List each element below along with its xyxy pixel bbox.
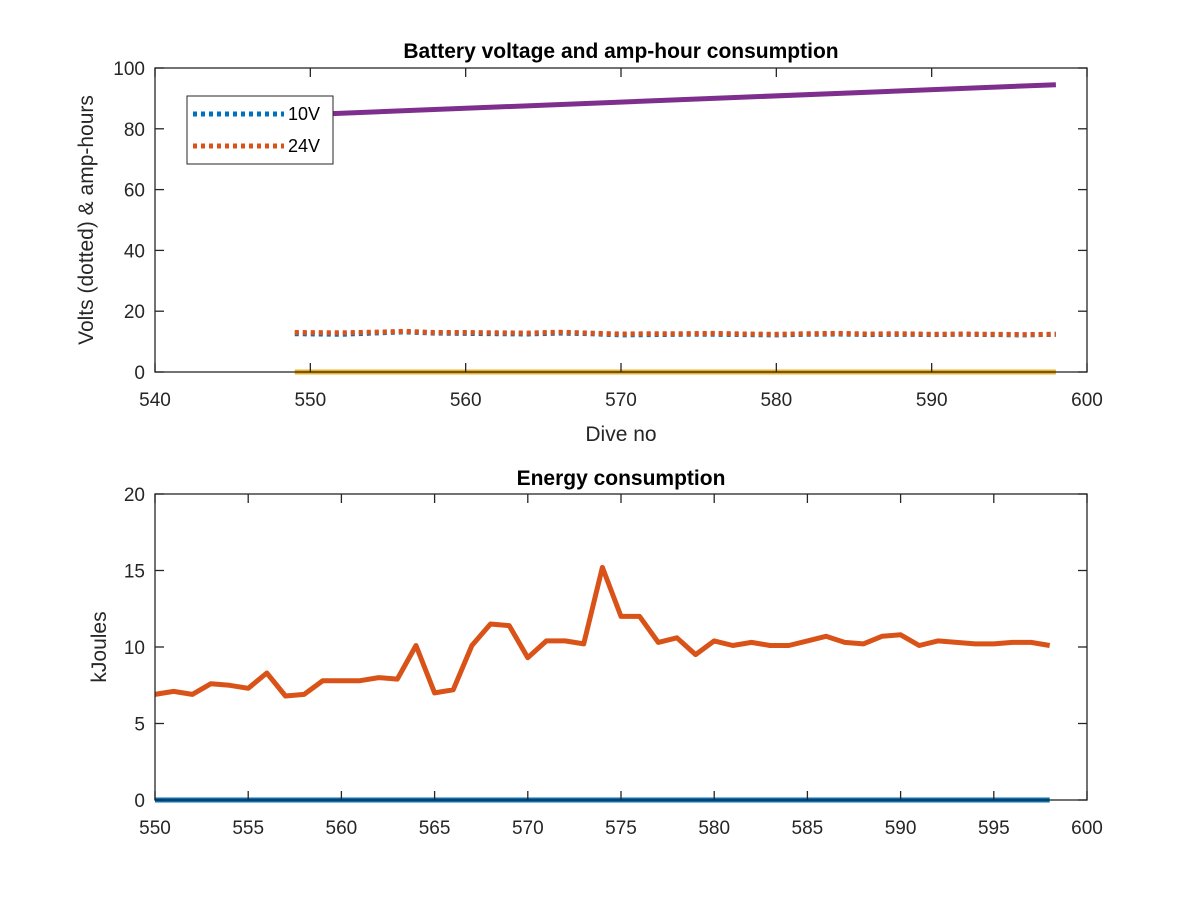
voltage-amp-hour-axes: 540 550 560 570 580 590 600 0 20 40 60 80 100 Batter… <box>75 40 1103 446</box>
x-tick-label: 590 <box>885 818 917 839</box>
x-tick-label: 540 <box>139 390 171 411</box>
legend: 10V 24V <box>186 95 334 165</box>
x-tick-label: 565 <box>419 818 451 839</box>
y-tick-label: 20 <box>124 302 145 323</box>
y-axis-label: kJoules <box>88 611 111 682</box>
x-tick-label: 560 <box>450 390 482 411</box>
y-tick-label: 15 <box>124 562 145 583</box>
series-line-0-2 <box>294 82 1056 118</box>
series-line-24v <box>294 328 1056 338</box>
x-tick-label: 570 <box>605 390 637 411</box>
x-tick-label: 560 <box>326 818 358 839</box>
y-tick-label: 0 <box>134 363 145 384</box>
x-tick-label: 555 <box>232 818 264 839</box>
legend-label-10v: 10V <box>288 104 320 124</box>
ticks-layer: 540 550 560 570 580 590 600 0 20 40 60 80 100 <box>113 59 1103 411</box>
legend-label-24v: 24V <box>288 136 320 156</box>
x-tick-label: 595 <box>978 818 1010 839</box>
y-tick-label: 60 <box>124 181 145 202</box>
x-tick-label: 580 <box>760 390 792 411</box>
x-tick-label: 570 <box>512 818 544 839</box>
chart-title: Energy consumption <box>517 467 726 490</box>
x-tick-label: 550 <box>139 818 171 839</box>
ticks-layer: 550 555 560 565 570 575 580 585 590 595 600 0 5 10 15 2… <box>124 485 1103 839</box>
y-tick-label: 100 <box>113 59 145 80</box>
y-tick-label: 20 <box>124 485 145 506</box>
x-tick-label: 600 <box>1071 818 1103 839</box>
chart-title: Battery voltage and amp-hour consumption <box>403 40 838 63</box>
y-tick-label: 40 <box>124 241 145 262</box>
y-axis-label: Volts (dotted) & amp-hours <box>75 95 98 345</box>
x-tick-label: 575 <box>605 818 637 839</box>
legend-box <box>186 95 334 165</box>
series-line-1-0 <box>154 564 1051 699</box>
y-tick-label: 0 <box>134 791 145 812</box>
energy-consumption-axes: 550 555 560 565 570 575 580 585 590 595 600 0 5 10 15 2… <box>88 467 1103 839</box>
x-tick-label: 585 <box>792 818 824 839</box>
x-tick-label: 590 <box>916 390 948 411</box>
x-tick-label: 580 <box>698 818 730 839</box>
y-tick-label: 5 <box>134 715 145 736</box>
x-tick-label: 600 <box>1071 390 1103 411</box>
x-tick-label: 550 <box>294 390 326 411</box>
y-tick-label: 80 <box>124 120 145 141</box>
x-axis-label: Dive no <box>585 423 656 446</box>
plot-area <box>155 494 1087 800</box>
y-tick-label: 10 <box>124 638 145 659</box>
